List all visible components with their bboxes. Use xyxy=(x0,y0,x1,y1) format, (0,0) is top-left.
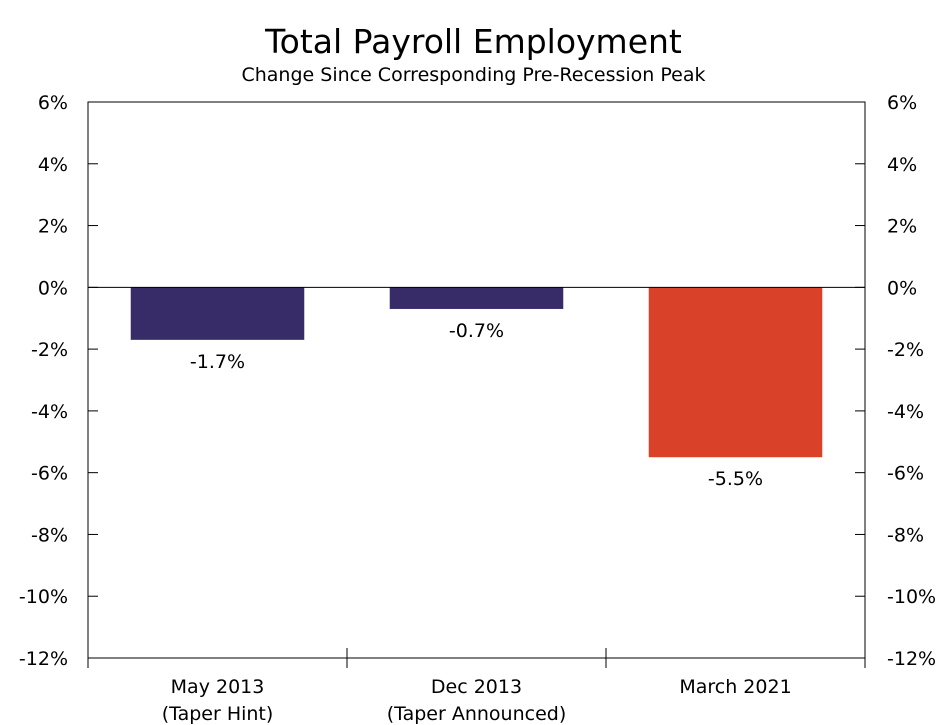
y-tick-label-right: 0% xyxy=(887,277,917,299)
y-tick-label-right: -2% xyxy=(887,339,924,361)
chart-title: Total Payroll Employment xyxy=(265,22,682,61)
plot-frame xyxy=(87,101,866,659)
y-tick-label-right: -4% xyxy=(887,401,924,423)
x-category-label: (Taper Hint) xyxy=(162,703,274,725)
y-tick-label-right: -10% xyxy=(887,586,936,608)
y-tick-label-left: 4% xyxy=(38,154,68,176)
y-tick-label-left: -4% xyxy=(31,401,68,423)
y-tick-label-left: 2% xyxy=(38,216,68,238)
data-label: -5.5% xyxy=(708,468,763,490)
y-tick-label-right: 2% xyxy=(887,216,917,238)
y-tick-label-left: 6% xyxy=(38,92,68,114)
bar xyxy=(130,287,305,340)
y-tick-label-left: -10% xyxy=(19,586,68,608)
y-tick-label-right: 4% xyxy=(887,154,917,176)
y-tick-label-left: -8% xyxy=(31,524,68,546)
chart-subtitle: Change Since Corresponding Pre-Recession… xyxy=(241,64,706,86)
bar xyxy=(648,287,823,458)
y-tick-label-right: -12% xyxy=(887,648,936,670)
x-category-label: May 2013 xyxy=(171,676,265,698)
y-tick-label-left: -6% xyxy=(31,463,68,485)
data-label: -0.7% xyxy=(449,320,504,342)
bar xyxy=(389,287,564,309)
y-tick-label-right: -6% xyxy=(887,463,924,485)
x-category-label: Dec 2013 xyxy=(431,676,522,698)
x-category-label: March 2021 xyxy=(679,676,791,698)
y-tick-label-left: -12% xyxy=(19,648,68,670)
y-tick-label-left: -2% xyxy=(31,339,68,361)
data-label: -1.7% xyxy=(190,351,245,373)
y-tick-label-right: -8% xyxy=(887,524,924,546)
y-tick-label-right: 6% xyxy=(887,92,917,114)
y-tick-label-left: 0% xyxy=(38,277,68,299)
x-category-label: (Taper Announced) xyxy=(387,703,567,725)
